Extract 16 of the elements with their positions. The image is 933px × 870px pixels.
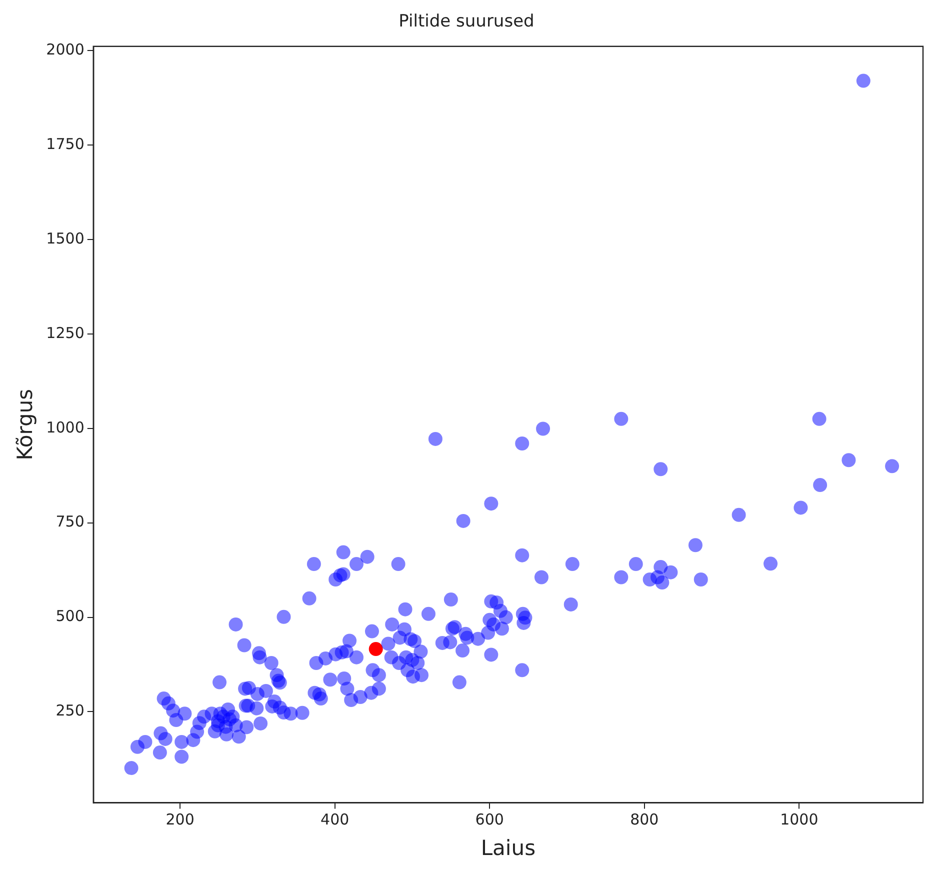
y-axis-title: Kõrgus — [13, 388, 38, 460]
y-tick-label: 500 — [56, 607, 84, 626]
y-tick-label: 1000 — [46, 418, 84, 436]
x-tick-label: 1000 — [780, 810, 818, 829]
x-tick-label: 800 — [630, 810, 659, 829]
y-tick-label: 1750 — [46, 134, 84, 153]
y-tick-label: 1500 — [46, 229, 84, 248]
y-tick-label: 1250 — [46, 324, 84, 342]
x-tick-label: 600 — [475, 810, 504, 829]
y-tick-label: 2000 — [46, 40, 84, 58]
y-tick-label: 750 — [56, 512, 84, 531]
y-tick-label: 250 — [56, 702, 84, 720]
x-tick-label: 200 — [166, 810, 194, 829]
x-tick-label: 400 — [320, 810, 350, 829]
x-axis-title: Laius — [480, 836, 536, 860]
chart-title: Piltide suurused — [398, 12, 534, 32]
